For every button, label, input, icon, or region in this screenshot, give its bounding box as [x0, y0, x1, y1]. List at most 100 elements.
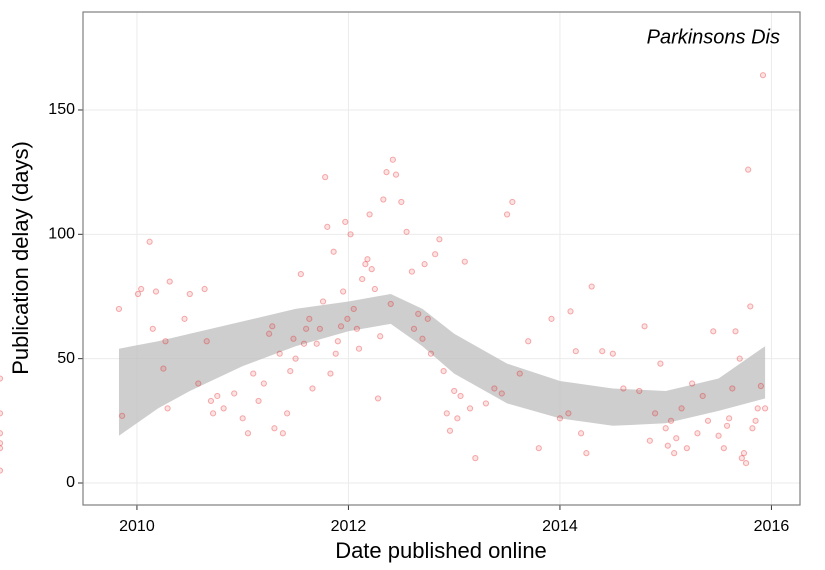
point [588, 283, 595, 290]
point [316, 325, 323, 332]
point [209, 410, 217, 417]
point [577, 430, 585, 437]
point [664, 442, 671, 449]
point [636, 387, 643, 395]
point [207, 397, 215, 405]
point [667, 417, 675, 424]
point [745, 166, 752, 173]
point [322, 174, 329, 181]
point [337, 323, 345, 330]
point [149, 325, 156, 332]
y-tick-label: 50 [57, 350, 75, 367]
point [353, 325, 360, 332]
point [0, 410, 4, 417]
point [271, 425, 278, 432]
point [408, 268, 415, 275]
point [266, 330, 273, 337]
point [599, 348, 606, 355]
point [673, 435, 680, 442]
point [327, 370, 334, 377]
point [421, 261, 428, 268]
point [723, 422, 731, 429]
point [287, 367, 294, 375]
point [119, 412, 126, 419]
point [319, 298, 327, 305]
x-axis-title: Date published online [335, 538, 547, 563]
point [220, 405, 227, 412]
point [368, 266, 375, 273]
plot-border [82, 11, 801, 506]
point [276, 350, 283, 357]
point [306, 315, 313, 322]
x-tick-label: 2012 [331, 518, 367, 535]
point [732, 328, 739, 335]
point [482, 400, 490, 407]
point [387, 300, 394, 308]
point [138, 285, 145, 293]
point [340, 288, 347, 295]
point [201, 285, 208, 293]
point [509, 198, 516, 206]
point [704, 417, 712, 424]
point [284, 410, 291, 417]
point [166, 278, 173, 285]
point [195, 380, 202, 387]
point [427, 350, 435, 357]
point [292, 355, 299, 362]
point [364, 256, 371, 263]
point [678, 405, 685, 412]
point [548, 315, 555, 322]
point [432, 251, 439, 258]
point [239, 415, 246, 422]
point [347, 231, 354, 238]
point [297, 271, 304, 278]
plot-background [83, 12, 800, 505]
point [250, 370, 257, 377]
point [374, 395, 382, 402]
point [377, 333, 384, 340]
point [652, 410, 659, 417]
point [244, 430, 252, 437]
point [403, 228, 410, 235]
point [446, 427, 454, 434]
point [0, 430, 4, 437]
point [344, 315, 351, 322]
point [436, 236, 443, 243]
point [290, 335, 297, 342]
point [466, 405, 474, 412]
point [491, 385, 498, 392]
y-tick-label: 100 [48, 226, 75, 243]
point [749, 425, 756, 432]
point [203, 338, 210, 345]
point [742, 459, 750, 467]
point [740, 450, 748, 457]
point [567, 308, 574, 315]
point [757, 382, 764, 390]
point [371, 285, 378, 293]
point [759, 72, 767, 79]
point [334, 338, 341, 345]
point [214, 392, 221, 400]
point [160, 365, 167, 372]
point [461, 258, 468, 265]
point [260, 380, 267, 387]
x-tick-label: 2010 [119, 518, 155, 535]
point [419, 335, 426, 342]
point [398, 198, 405, 206]
point [0, 440, 4, 447]
point [752, 417, 759, 424]
point [689, 380, 696, 387]
point [498, 390, 505, 397]
point [609, 350, 616, 357]
y-axis-title: Publication delay (days) [8, 141, 33, 375]
point [451, 387, 458, 395]
point [300, 340, 308, 347]
point [671, 450, 678, 457]
point [525, 338, 532, 345]
point [503, 211, 511, 218]
point [565, 410, 572, 417]
point [115, 305, 123, 313]
point [134, 290, 142, 298]
point [362, 261, 369, 268]
point [440, 367, 447, 375]
